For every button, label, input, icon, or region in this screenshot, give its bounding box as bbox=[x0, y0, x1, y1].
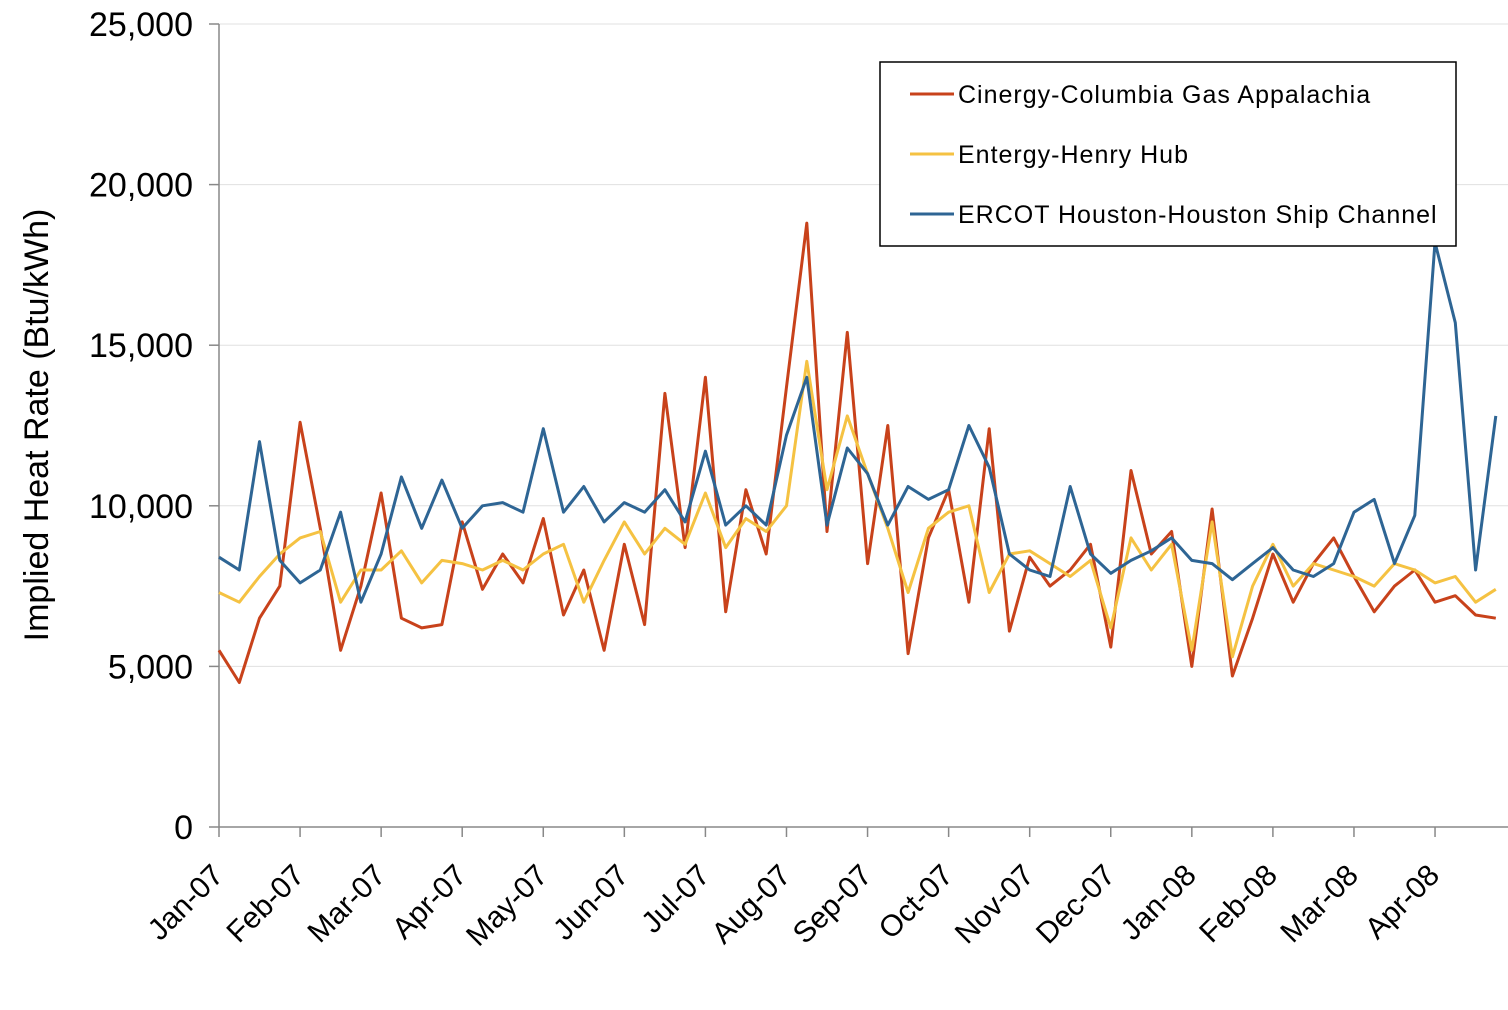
x-tick-label: Dec-07 bbox=[1030, 859, 1122, 951]
x-tick-label: Nov-07 bbox=[949, 859, 1041, 951]
x-tick-label: Jun-07 bbox=[547, 859, 635, 947]
series-line bbox=[217, 221, 1497, 684]
legend-box bbox=[879, 61, 1457, 247]
y-tick-label: 0 bbox=[174, 809, 193, 847]
x-tick-label: Jul-07 bbox=[635, 859, 716, 940]
y-tick-label: 25,000 bbox=[89, 6, 193, 44]
x-tick-label: Aug-07 bbox=[706, 859, 798, 951]
x-tick-label: Jan-07 bbox=[142, 859, 230, 947]
x-tick-label: Oct-07 bbox=[873, 859, 960, 946]
series-line bbox=[218, 359, 1497, 659]
series-line bbox=[218, 240, 1498, 604]
x-tick-label: Feb-08 bbox=[1193, 859, 1284, 950]
y-tick-label: 15,000 bbox=[89, 327, 193, 365]
y-axis-label: Implied Heat Rate (Btu/kWh) bbox=[18, 209, 56, 642]
x-tick-label: May-07 bbox=[460, 859, 554, 953]
legend-label: Cinergy-Columbia Gas Appalachia bbox=[958, 81, 1371, 109]
x-tick-label: Apr-08 bbox=[1359, 859, 1446, 946]
x-tick-label: Jan-08 bbox=[1115, 859, 1203, 947]
x-tick-label: Apr-07 bbox=[386, 859, 473, 946]
y-tick-label: 5,000 bbox=[108, 648, 193, 686]
x-tick-label: Mar-08 bbox=[1274, 859, 1365, 950]
legend-label: ERCOT Houston-Houston Ship Channel bbox=[958, 201, 1438, 229]
y-tick-label: 20,000 bbox=[89, 167, 193, 205]
y-tick-label: 10,000 bbox=[89, 488, 193, 526]
x-tick-label: Mar-07 bbox=[302, 859, 393, 950]
x-tick-label: Feb-07 bbox=[220, 859, 311, 950]
x-tick-label: Sep-07 bbox=[787, 859, 879, 951]
legend-label: Entergy-Henry Hub bbox=[958, 141, 1189, 169]
